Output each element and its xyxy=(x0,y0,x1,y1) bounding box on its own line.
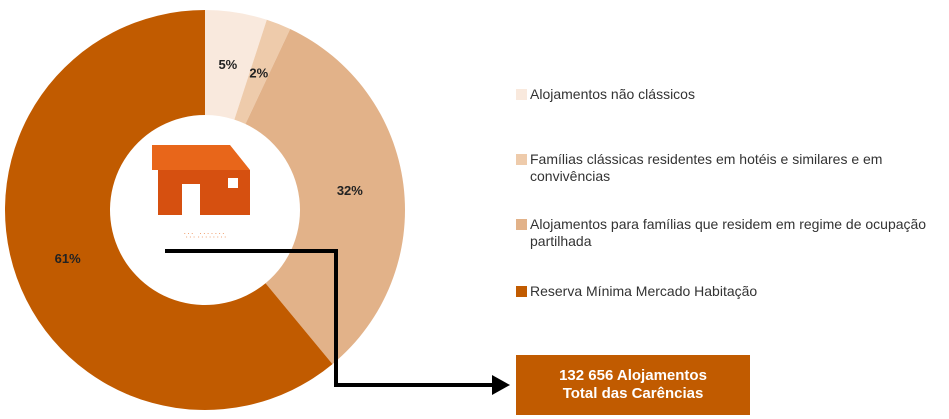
legend-swatch xyxy=(516,154,527,165)
roof xyxy=(152,145,250,170)
slices xyxy=(4,10,405,410)
slice xyxy=(205,10,267,120)
wall xyxy=(158,170,250,215)
legend-label: Famílias clássicas residentes em hotéis … xyxy=(530,151,883,184)
door xyxy=(182,184,200,215)
arrow xyxy=(165,249,500,387)
data-label: 32% xyxy=(337,183,363,198)
legend-item: Famílias clássicas residentes em hotéis … xyxy=(516,151,948,185)
legend-swatch xyxy=(516,219,527,230)
slice xyxy=(4,10,333,410)
data-label: 61% xyxy=(55,251,81,266)
window xyxy=(228,178,238,188)
legend-item: Alojamentos não clássicos xyxy=(516,86,948,103)
icon-dots: ∵∴ ∴∵∴∵∴ xyxy=(184,230,227,240)
data-label: 5% xyxy=(218,57,237,72)
arrow-head xyxy=(492,375,510,395)
data-label: 2% xyxy=(249,66,268,81)
legend-label: Alojamentos para famílias que residem em… xyxy=(530,216,927,249)
total-line: Total das Carências xyxy=(562,385,704,402)
total-box: 132 656 Alojamentos Total das Carências xyxy=(516,355,750,415)
slice xyxy=(245,29,405,365)
house-icon: ∵∴ ∴∵∴∵∴ xyxy=(152,145,250,240)
legend-item: Alojamentos para famílias que residem em… xyxy=(516,216,948,250)
slice xyxy=(234,19,291,125)
total-line: 132 656 Alojamentos xyxy=(559,367,707,384)
legend-swatch xyxy=(516,89,527,100)
legend-item: Reserva Mínima Mercado Habitação xyxy=(516,283,948,300)
legend-swatch xyxy=(516,286,527,297)
legend-label: Reserva Mínima Mercado Habitação xyxy=(530,283,758,299)
legend-label: Alojamentos não clássicos xyxy=(530,86,695,102)
